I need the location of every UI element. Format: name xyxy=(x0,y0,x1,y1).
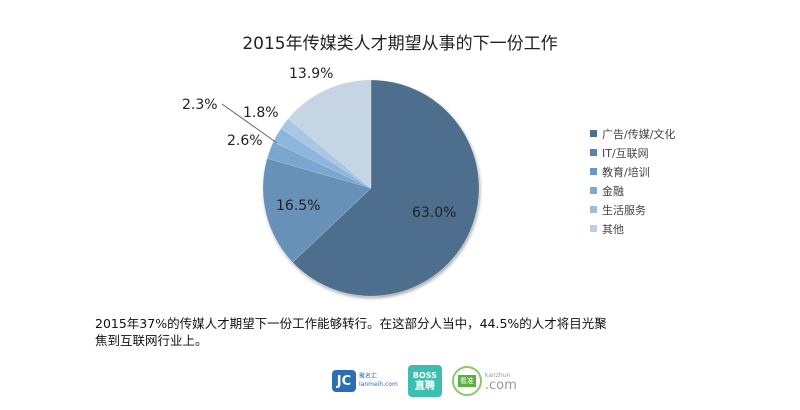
pie-slice xyxy=(287,79,372,189)
leader-line xyxy=(221,103,278,144)
legend-item: 其他 xyxy=(590,219,675,238)
label-63: 63.0% xyxy=(412,205,457,221)
pie-slice xyxy=(262,158,372,263)
logo-jmw: JC 聚名汇 lanmeih.com xyxy=(332,370,398,392)
label-2-3: 2.3% xyxy=(182,97,218,113)
legend-item: 广告/传媒/文化 xyxy=(590,124,675,143)
legend-swatch xyxy=(590,206,597,213)
label-1-8: 1.8% xyxy=(243,105,279,121)
legend-swatch xyxy=(590,187,597,194)
legend-swatch xyxy=(590,149,597,156)
legend-swatch xyxy=(590,168,597,175)
chart-title: 2015年传媒类人才期望从事的下一份工作 xyxy=(242,34,558,54)
label-2-6: 2.6% xyxy=(227,133,263,149)
label-16-5: 16.5% xyxy=(276,198,321,214)
label-13-9: 13.9% xyxy=(289,66,334,82)
legend-item: 教育/培训 xyxy=(590,162,675,181)
logo-bar: JC 聚名汇 lanmeih.com BOSS 直聘 看准 kanzhun .com xyxy=(332,364,517,398)
legend-swatch xyxy=(590,130,597,137)
chart-legend: 广告/传媒/文化 IT/互联网 教育/培训 金融 生活服务 其他 xyxy=(590,124,675,238)
legend-item: 生活服务 xyxy=(590,200,675,219)
legend-item: 金融 xyxy=(590,181,675,200)
summary-text: 2015年37%的传媒人才期望下一份工作能够转行。在这部分人当中，44.5%的人… xyxy=(95,316,607,348)
legend-swatch xyxy=(590,225,597,232)
pie-slice xyxy=(292,79,480,297)
legend-item: IT/互联网 xyxy=(590,143,675,162)
logo-kanzhun: 看准 kanzhun .com xyxy=(451,366,517,396)
logo-boss: BOSS 直聘 xyxy=(407,365,442,397)
